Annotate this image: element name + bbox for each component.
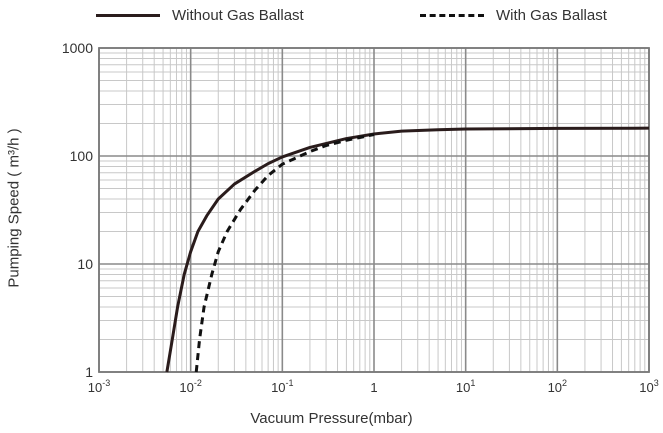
x-tick-label: 10-3 [88, 378, 110, 395]
y-tick-labels: 1 10 100 1000 [62, 40, 93, 380]
series-line-with-gas-ballast [194, 133, 375, 373]
legend-swatch-dashed [420, 13, 484, 17]
x-tick-label: 10-1 [271, 378, 293, 395]
x-tick-label: 103 [639, 378, 658, 395]
y-axis-label: Pumping Speed ( m³/h ) [5, 128, 23, 288]
y-tick-label: 1 [85, 364, 93, 380]
y-tick-label: 1000 [62, 40, 93, 56]
series-line-without-gas-ballast [165, 126, 650, 373]
x-tick-label: 101 [456, 378, 475, 395]
y-tick-label: 100 [70, 148, 94, 164]
series-layer [165, 126, 650, 373]
plot-frame [98, 47, 650, 373]
legend-item-without-gas-ballast: Without Gas Ballast [96, 4, 304, 26]
grid-major [98, 47, 650, 373]
legend-swatch-solid [96, 13, 160, 17]
legend-label: Without Gas Ballast [172, 6, 304, 24]
legend-item-with-gas-ballast: With Gas Ballast [420, 4, 607, 26]
x-tick-label: 10-2 [179, 378, 201, 395]
x-tick-label: 102 [548, 378, 567, 395]
legend-label: With Gas Ballast [496, 6, 607, 24]
x-tick-label: 1 [370, 380, 377, 395]
x-tick-labels: 10-3 10-2 10-1 1 101 102 103 [88, 378, 659, 395]
x-axis-label: Vacuum Pressure(mbar) [250, 410, 413, 427]
y-tick-label: 10 [77, 256, 93, 272]
